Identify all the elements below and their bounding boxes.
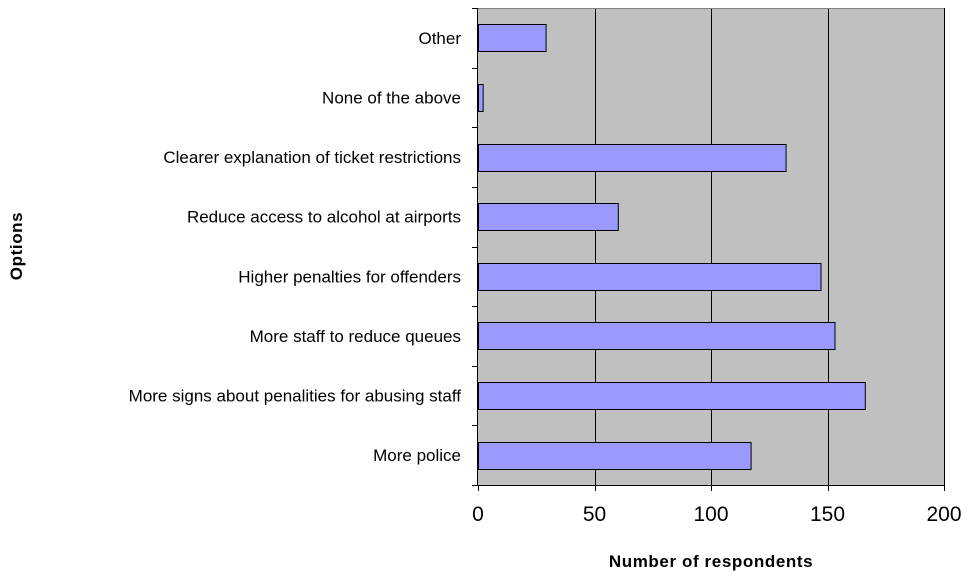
category-label: More signs about penalities for abusing … (129, 387, 462, 406)
category-label: Reduce access to alcohol at airports (187, 208, 461, 227)
x-tick-label: 50 (583, 503, 606, 526)
category-label: Clearer explanation of ticket restrictio… (163, 148, 461, 167)
category-label: More police (373, 446, 461, 465)
x-tick-label: 0 (472, 503, 484, 526)
bar (478, 144, 787, 172)
x-tick-labels: 0 50 100 150 200 (472, 503, 961, 526)
bar (478, 382, 866, 410)
bar (478, 442, 752, 470)
category-label: None of the above (322, 88, 461, 107)
category-label: Other (418, 29, 461, 48)
category-labels: More police More signs about penalities f… (129, 29, 462, 465)
y-axis-title: Options (7, 212, 26, 280)
bar (478, 203, 619, 231)
x-tick-label: 150 (810, 503, 845, 526)
x-tick-label: 100 (693, 503, 728, 526)
bars (478, 24, 866, 470)
bar (478, 24, 547, 52)
x-axis-title: Number of respondents (609, 552, 813, 571)
x-tick-label: 200 (926, 503, 961, 526)
axes (472, 8, 945, 491)
category-label: Higher penalties for offenders (238, 267, 461, 286)
bar (478, 84, 484, 112)
category-label: More staff to reduce queues (250, 327, 461, 346)
bar (478, 322, 836, 350)
bar (478, 263, 822, 291)
